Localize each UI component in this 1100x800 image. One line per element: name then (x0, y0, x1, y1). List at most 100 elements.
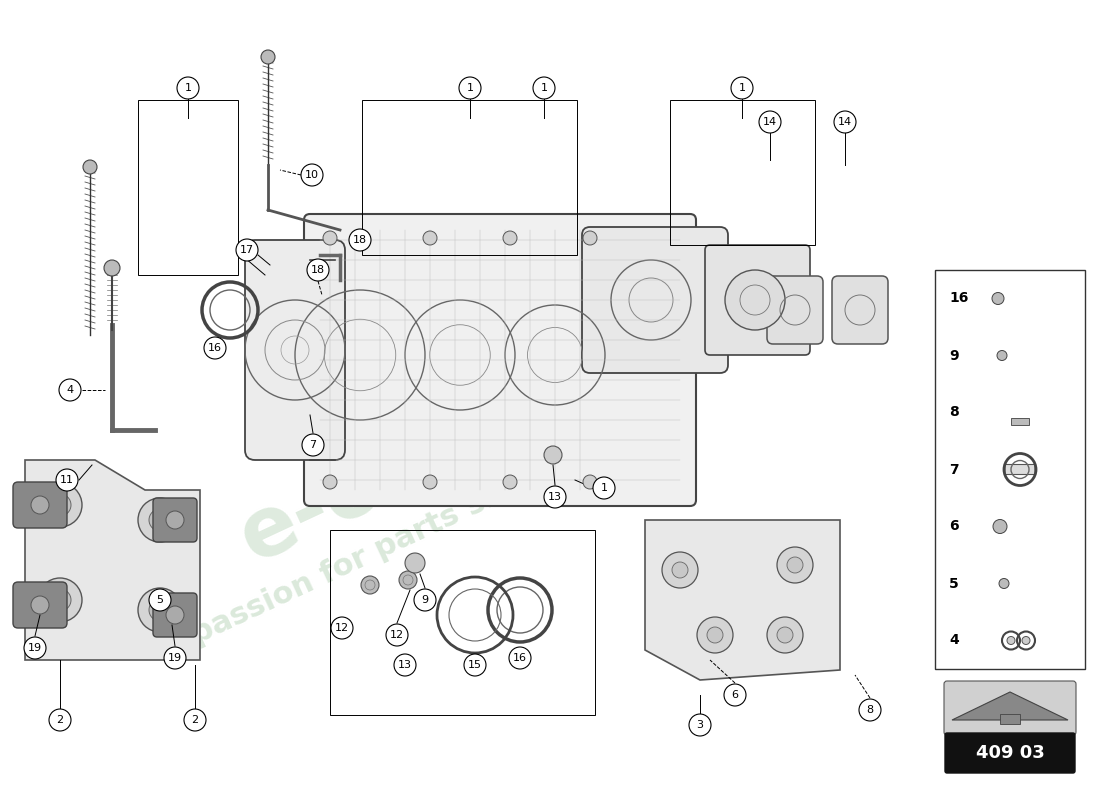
Circle shape (697, 617, 733, 653)
Circle shape (331, 617, 353, 639)
Text: 19: 19 (28, 643, 42, 653)
Text: 1: 1 (466, 83, 473, 93)
Circle shape (184, 709, 206, 731)
Text: 18: 18 (353, 235, 367, 245)
Circle shape (724, 684, 746, 706)
Text: 12: 12 (389, 630, 404, 640)
Circle shape (386, 624, 408, 646)
Circle shape (82, 160, 97, 174)
Bar (670, 100, 815, 245)
Text: 1: 1 (540, 83, 548, 93)
FancyBboxPatch shape (304, 214, 696, 506)
Circle shape (164, 647, 186, 669)
Circle shape (138, 498, 182, 542)
Circle shape (148, 589, 170, 611)
FancyBboxPatch shape (13, 482, 67, 528)
Text: 1: 1 (601, 483, 607, 493)
Text: 14: 14 (763, 117, 777, 127)
FancyBboxPatch shape (705, 245, 810, 355)
Circle shape (732, 77, 754, 99)
Circle shape (177, 77, 199, 99)
Circle shape (204, 337, 226, 359)
Text: 15: 15 (468, 660, 482, 670)
Circle shape (148, 599, 170, 621)
Circle shape (56, 469, 78, 491)
Text: 16: 16 (949, 291, 968, 306)
Text: 5: 5 (949, 577, 959, 590)
FancyBboxPatch shape (767, 276, 823, 344)
Circle shape (786, 557, 803, 573)
FancyBboxPatch shape (153, 593, 197, 637)
Text: 17: 17 (240, 245, 254, 255)
Circle shape (503, 231, 517, 245)
Text: 4: 4 (949, 634, 959, 647)
Circle shape (583, 475, 597, 489)
Circle shape (707, 627, 723, 643)
Circle shape (39, 483, 82, 527)
Circle shape (689, 714, 711, 736)
Circle shape (236, 239, 258, 261)
Text: 4: 4 (66, 385, 74, 395)
FancyBboxPatch shape (245, 240, 345, 460)
Circle shape (394, 654, 416, 676)
Circle shape (662, 552, 698, 588)
FancyBboxPatch shape (1005, 465, 1035, 474)
Circle shape (992, 293, 1004, 305)
Circle shape (24, 637, 46, 659)
Text: 13: 13 (548, 492, 562, 502)
Circle shape (301, 164, 323, 186)
Circle shape (31, 496, 50, 514)
Circle shape (261, 50, 275, 64)
Circle shape (997, 350, 1006, 361)
Circle shape (307, 259, 329, 281)
FancyBboxPatch shape (944, 681, 1076, 735)
Circle shape (148, 509, 170, 531)
FancyBboxPatch shape (832, 276, 888, 344)
Circle shape (777, 547, 813, 583)
Text: 16: 16 (208, 343, 222, 353)
Text: 8: 8 (949, 406, 959, 419)
FancyBboxPatch shape (13, 582, 67, 628)
Circle shape (777, 627, 793, 643)
Text: 7: 7 (309, 440, 317, 450)
Circle shape (725, 270, 785, 330)
Circle shape (414, 589, 436, 611)
Text: 19: 19 (168, 653, 183, 663)
Circle shape (424, 231, 437, 245)
Circle shape (834, 111, 856, 133)
Bar (1000, 714, 1020, 724)
Text: 16: 16 (513, 653, 527, 663)
Circle shape (361, 576, 379, 594)
Text: 409 03: 409 03 (976, 744, 1044, 762)
Text: 3: 3 (696, 720, 704, 730)
Text: 2: 2 (56, 715, 64, 725)
Polygon shape (25, 460, 200, 660)
Circle shape (104, 260, 120, 276)
Text: 5: 5 (156, 595, 164, 605)
Text: 1: 1 (185, 83, 191, 93)
Circle shape (323, 231, 337, 245)
FancyBboxPatch shape (153, 498, 197, 542)
Circle shape (593, 477, 615, 499)
Bar (362, 100, 578, 255)
Text: 9: 9 (421, 595, 429, 605)
Circle shape (302, 434, 324, 456)
Circle shape (503, 475, 517, 489)
Circle shape (509, 647, 531, 669)
Circle shape (1006, 637, 1015, 645)
Circle shape (50, 589, 72, 611)
Circle shape (349, 229, 371, 251)
Circle shape (39, 578, 82, 622)
Text: 8: 8 (867, 705, 873, 715)
Text: 7: 7 (949, 462, 958, 477)
Text: 14: 14 (838, 117, 853, 127)
Bar (330, 530, 595, 715)
Circle shape (993, 519, 1007, 534)
Bar (1011, 418, 1028, 425)
Text: 2: 2 (191, 715, 199, 725)
Polygon shape (645, 520, 840, 680)
FancyBboxPatch shape (945, 733, 1075, 773)
Circle shape (534, 77, 556, 99)
Circle shape (424, 475, 437, 489)
Polygon shape (952, 692, 1068, 720)
